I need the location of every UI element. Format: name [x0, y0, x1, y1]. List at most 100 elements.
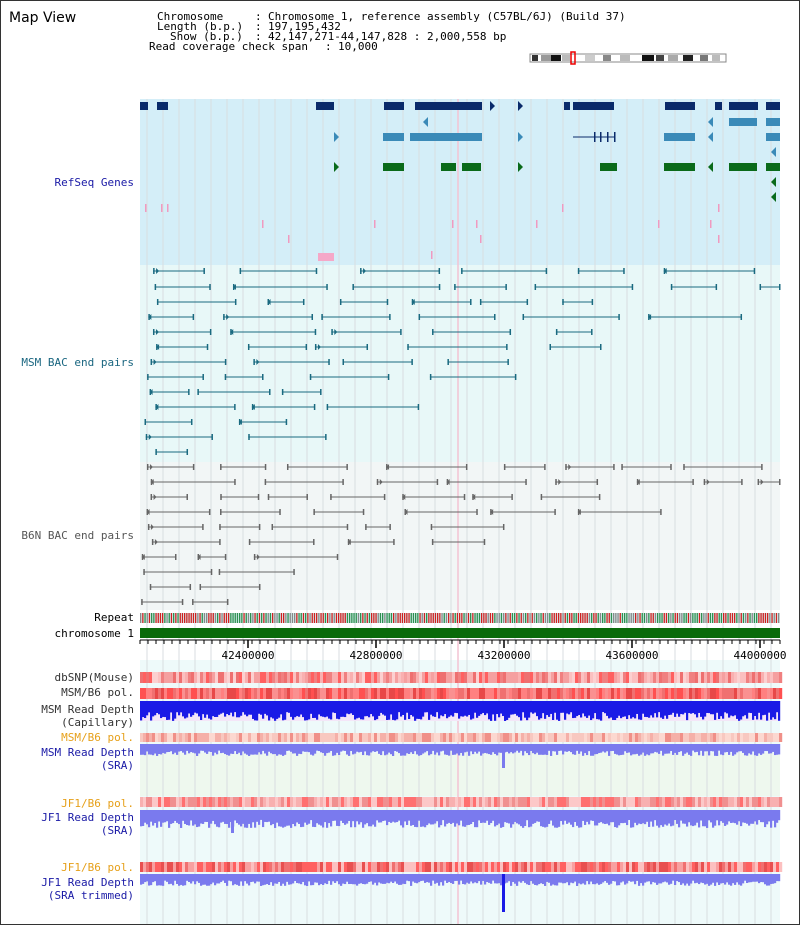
repeat-element	[694, 613, 696, 623]
heatmap-cell	[725, 733, 729, 742]
depth-bar	[498, 810, 501, 824]
heatmap-cell	[380, 797, 384, 807]
depth-bar	[296, 744, 299, 756]
depth-bar	[466, 744, 469, 752]
heatmap-cell	[653, 733, 657, 742]
depth-bar	[456, 810, 459, 824]
heatmap-cell	[182, 797, 186, 807]
page-title: Map View	[9, 10, 77, 26]
heatmap-cell	[626, 672, 630, 683]
depth-bar	[708, 701, 711, 714]
heatmap-cell	[350, 862, 354, 872]
depth-bar	[460, 810, 463, 821]
bac-end	[199, 584, 202, 590]
depth-bar	[622, 701, 625, 717]
heatmap-cell	[599, 797, 603, 807]
gene-exon	[729, 102, 758, 110]
heatmap-cell	[380, 733, 384, 742]
heatmap-cell	[602, 672, 606, 683]
repeat-element	[362, 613, 364, 623]
bac-end	[544, 464, 546, 470]
depth-bar	[410, 744, 413, 753]
ideogram-position-marker	[570, 51, 576, 65]
repeat-element	[518, 613, 520, 623]
depth-bar	[290, 744, 293, 752]
bac-end	[346, 524, 349, 530]
repeat-element	[751, 613, 753, 623]
heatmap-cell	[365, 672, 369, 683]
bac-end	[753, 268, 756, 274]
repeat-element	[401, 613, 404, 623]
heatmap-cell	[653, 862, 657, 872]
heatmap-cell	[719, 733, 723, 742]
repeat-element	[657, 613, 659, 623]
heatmap-cell	[389, 862, 393, 872]
bac-end	[206, 344, 209, 350]
depth-bar	[654, 874, 657, 883]
depth-bar	[304, 701, 307, 721]
depth-bar	[324, 810, 327, 823]
heatmap-cell	[374, 688, 378, 699]
depth-bar	[492, 701, 495, 715]
depth-bar	[352, 744, 355, 755]
depth-bar	[558, 701, 561, 721]
depth-bar	[660, 744, 663, 751]
heatmap-cell	[332, 672, 336, 683]
heatmap-cell	[680, 862, 684, 872]
heatmap-cell	[647, 688, 651, 699]
heatmap-cell	[659, 862, 663, 872]
heatmap-cell	[194, 688, 198, 699]
depth-bar	[188, 810, 191, 826]
heatmap-cell	[434, 672, 438, 683]
track-label-jf1-b6-pol-trim: JF1/B6 pol.	[61, 861, 134, 874]
bac-end	[360, 268, 362, 274]
heatmap-cell	[347, 797, 351, 807]
repeat-element	[529, 613, 531, 623]
heatmap-cell	[689, 688, 693, 699]
depth-bar	[336, 744, 339, 753]
repeat-element	[505, 613, 507, 623]
depth-bar	[218, 874, 221, 884]
depth-bar	[752, 810, 755, 824]
depth-bar	[362, 874, 365, 885]
repeat-element	[564, 613, 566, 623]
gene-strand-marker	[558, 479, 562, 485]
heatmap-cell	[566, 733, 570, 742]
depth-bar	[352, 810, 355, 822]
depth-bar	[308, 810, 311, 824]
heatmap-cell	[290, 797, 294, 807]
depth-bar	[550, 874, 553, 886]
repeat-element	[560, 613, 562, 623]
depth-bar	[576, 744, 579, 751]
repeat-element	[542, 613, 544, 623]
depth-bar	[154, 874, 157, 882]
heatmap-cell	[272, 862, 276, 872]
depth-bar	[334, 744, 337, 756]
bac-end	[219, 539, 221, 545]
heatmap-cell	[191, 672, 195, 683]
heatmap-cell	[218, 797, 222, 807]
depth-bar	[200, 810, 203, 824]
depth-bar	[290, 810, 293, 828]
depth-bar	[272, 744, 275, 755]
heatmap-cell	[371, 733, 375, 742]
depth-bar	[362, 810, 365, 828]
heatmap-cell	[407, 733, 411, 742]
depth-bar	[378, 701, 381, 716]
bac-end	[505, 284, 507, 290]
depth-bar	[774, 874, 777, 884]
depth-bar	[640, 810, 643, 825]
heatmap-cell	[647, 862, 651, 872]
heatmap-cell	[365, 797, 369, 807]
heatmap-cell	[722, 862, 726, 872]
depth-bar	[774, 744, 777, 756]
depth-bar	[208, 701, 211, 719]
depth-bar	[764, 701, 767, 715]
depth-bar	[354, 701, 357, 720]
heatmap-cell	[311, 733, 315, 742]
depth-bar	[558, 874, 561, 883]
depth-bar	[406, 701, 409, 713]
heatmap-cell	[569, 688, 573, 699]
depth-bar	[702, 874, 705, 884]
